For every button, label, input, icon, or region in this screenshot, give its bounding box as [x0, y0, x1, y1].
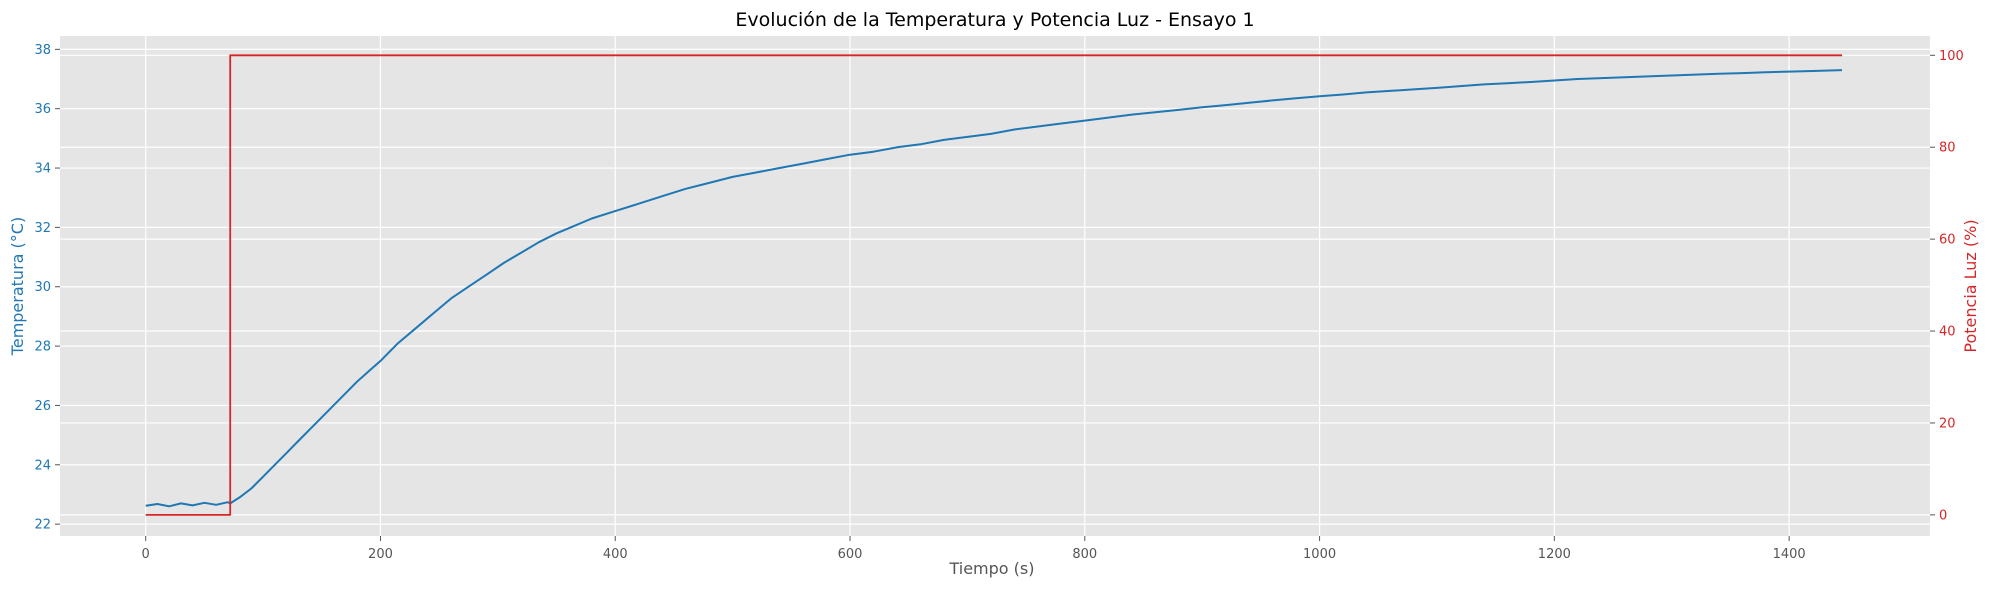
y-tick-label: 38 — [34, 43, 51, 58]
x-axis-label: Tiempo (s) — [948, 559, 1034, 578]
axis-ticks: 0 200 400 600 800 1000 1200 1400222426283032343… — [34, 43, 1963, 562]
x-tick-label: 400 — [603, 547, 628, 562]
y-tick-label: 22 — [34, 518, 51, 533]
y2-tick-label: 60 — [1939, 233, 1956, 248]
x-tick-label: 1400 — [1773, 547, 1806, 562]
plot-background — [60, 36, 1930, 536]
x-tick-label: 0 — [142, 547, 150, 562]
x-tick-label: 800 — [1072, 547, 1097, 562]
y2-axis-label: Potencia Luz (%) — [1961, 219, 1980, 352]
temperature-series-line — [145, 69, 1843, 508]
y-axis-label: Temperatura (°C) — [8, 217, 27, 356]
plot-series — [145, 54, 1843, 516]
x-tick-label: 1000 — [1303, 547, 1336, 562]
y2-tick-label: 40 — [1939, 325, 1956, 340]
y-tick-label: 28 — [34, 340, 51, 355]
y-tick-label: 30 — [34, 280, 51, 295]
x-tick-label: 1200 — [1538, 547, 1571, 562]
power-series-line — [145, 54, 1842, 516]
y2-tick-label: 20 — [1939, 416, 1956, 431]
chart-title: Evolución de la Temperatura y Potencia L… — [735, 9, 1254, 31]
y-tick-label: 26 — [34, 399, 51, 414]
x-tick-label: 600 — [838, 547, 863, 562]
y-tick-label: 32 — [34, 221, 51, 236]
y2-tick-label: 0 — [1939, 508, 1947, 523]
x-tick-label: 200 — [368, 547, 393, 562]
y2-tick-label: 80 — [1939, 141, 1956, 156]
y2-tick-label: 100 — [1939, 49, 1964, 64]
y-tick-label: 24 — [34, 458, 51, 473]
y-tick-label: 34 — [34, 162, 51, 177]
y-tick-label: 36 — [34, 102, 51, 117]
